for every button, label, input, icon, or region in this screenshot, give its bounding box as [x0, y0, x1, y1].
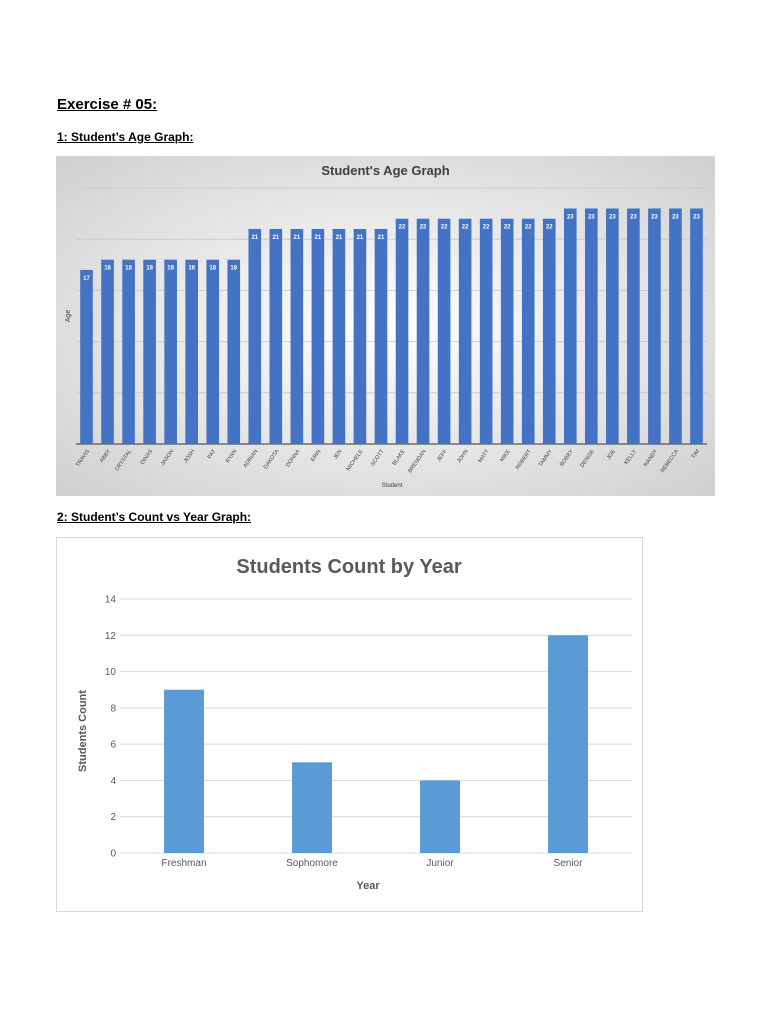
data-label: 18 — [188, 266, 195, 272]
data-label: 23 — [672, 214, 679, 220]
x-axis-label: Student — [382, 483, 403, 489]
bar — [437, 218, 451, 444]
data-label: 21 — [357, 235, 364, 241]
data-label: 18 — [209, 266, 216, 272]
bar — [101, 259, 114, 444]
data-label: 21 — [251, 235, 258, 241]
bar — [500, 218, 514, 444]
y-axis-label: Age — [65, 310, 72, 323]
bar — [585, 208, 598, 444]
data-label: 22 — [399, 225, 406, 231]
age-chart: Student's Age Graph Age Student 17 TRAVIS 18 A… — [56, 156, 715, 496]
bar — [627, 208, 640, 444]
data-label: 23 — [630, 214, 637, 220]
x-tick-label: Freshman — [161, 858, 206, 869]
data-label: 21 — [294, 235, 301, 241]
exercise-heading: Exercise # 05: — [57, 96, 158, 113]
count-chart-svg: 0 2 4 6 8 10 12 14 Students Count by Year Student… — [56, 537, 643, 912]
data-label: 22 — [462, 225, 469, 231]
y-tick-label: 4 — [110, 776, 116, 787]
bar — [143, 259, 156, 444]
x-tick-label: JOE — [606, 448, 617, 460]
data-label: 23 — [651, 214, 658, 220]
x-tick-label: Sophomore — [286, 858, 338, 869]
bar — [164, 259, 177, 444]
bar — [521, 218, 535, 444]
data-label: 18 — [167, 266, 174, 272]
y-axis-label: Students Count — [77, 690, 89, 772]
data-label: 22 — [546, 225, 553, 231]
x-tick-label: TIM — [691, 448, 702, 460]
data-label: 22 — [441, 225, 448, 231]
data-label: 22 — [483, 225, 490, 231]
y-tick-label: 2 — [110, 812, 116, 823]
bar — [292, 762, 332, 853]
x-tick-label: Junior — [426, 858, 454, 869]
bar — [248, 228, 262, 444]
bar — [227, 259, 241, 444]
bar — [290, 228, 304, 444]
data-label: 22 — [504, 225, 511, 231]
bar — [185, 259, 198, 444]
bar — [122, 259, 135, 444]
bar — [542, 218, 556, 444]
bar — [548, 635, 588, 853]
data-label: 22 — [525, 225, 532, 231]
y-tick-label: 8 — [110, 703, 116, 714]
bar — [332, 228, 346, 444]
data-label: 18 — [104, 266, 111, 272]
chart-title: Students Count by Year — [236, 556, 461, 578]
data-label: 21 — [315, 235, 322, 241]
data-label: 21 — [336, 235, 343, 241]
x-tick-label: PAT — [207, 448, 218, 460]
data-label: 18 — [230, 266, 237, 272]
bar — [563, 208, 577, 444]
bar — [269, 228, 283, 444]
age-chart-svg: Student's Age GraphAgeStudent17TRAVIS18A… — [56, 156, 715, 496]
bar — [669, 208, 682, 444]
data-label: 23 — [567, 214, 574, 220]
bar — [311, 228, 325, 444]
data-label: 18 — [125, 266, 132, 272]
x-tick-label: JEN — [333, 449, 344, 461]
bar — [206, 259, 220, 444]
bar — [458, 218, 472, 444]
y-tick-label: 0 — [110, 849, 116, 860]
data-label: 18 — [146, 266, 153, 272]
age-graph-section-title: 1: Student’s Age Graph: — [57, 130, 194, 144]
bar — [420, 780, 460, 853]
count-chart: 0 2 4 6 8 10 12 14 Students Count by Year Student… — [56, 537, 643, 912]
y-tick-label: 6 — [110, 740, 116, 751]
x-axis-label: Year — [356, 880, 380, 892]
data-label: 21 — [272, 235, 279, 241]
bar — [80, 269, 93, 444]
chart-border — [56, 537, 643, 912]
bar — [374, 228, 388, 444]
bar — [353, 228, 367, 444]
data-label: 23 — [588, 214, 595, 220]
bar — [606, 208, 619, 444]
bar — [690, 208, 703, 444]
x-tick-label: Senior — [554, 858, 584, 869]
bar — [395, 218, 409, 444]
data-label: 17 — [83, 276, 90, 282]
chart-title: Student's Age Graph — [321, 163, 449, 178]
bar — [479, 218, 493, 444]
count-graph-section-title: 2: Student’s Count vs Year Graph: — [57, 510, 252, 524]
data-label: 23 — [609, 214, 616, 220]
data-label: 22 — [420, 225, 427, 231]
y-tick-label: 10 — [105, 667, 117, 678]
y-tick-label: 14 — [105, 595, 117, 606]
bar — [416, 218, 430, 444]
data-label: 23 — [693, 214, 700, 220]
bar — [648, 208, 661, 444]
bar — [164, 689, 204, 853]
data-label: 21 — [378, 235, 385, 241]
y-tick-label: 12 — [105, 631, 117, 642]
